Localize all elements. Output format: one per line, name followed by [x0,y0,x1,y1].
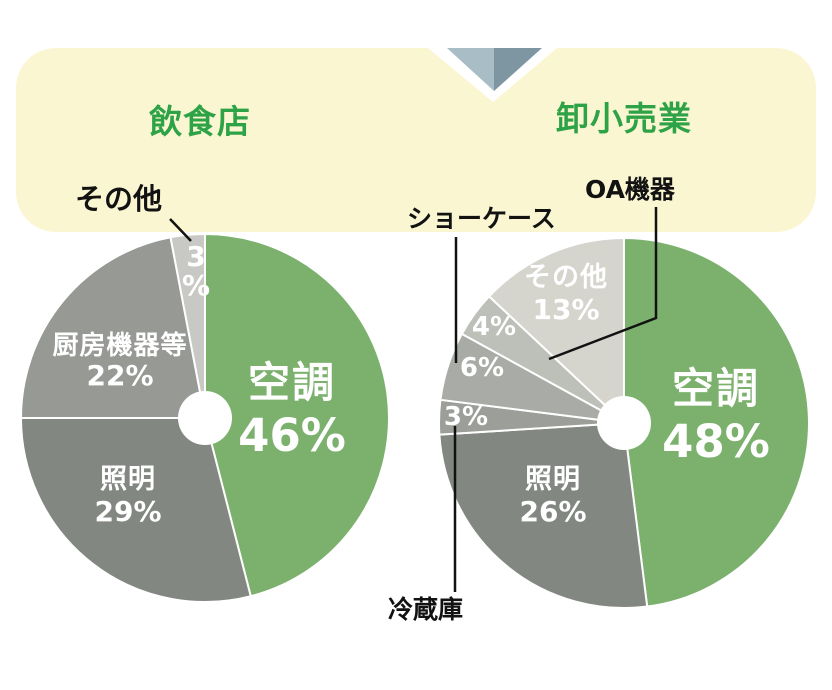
pie-wholesale-retail-group [438,237,810,609]
slice-label-restaurant-lighting-name: 照明 [100,464,156,495]
slice-label-retail-aircon-name: 空調 [671,364,760,413]
slice-label-retail-lighting-pct: 26% [519,495,587,528]
slice-label-retail-aircon-pct: 48% [662,415,770,468]
pie-wholesale-retail-slice-aircon [623,237,810,608]
pie-wholesale-retail-slice-other [488,237,625,424]
callout-label-restaurant-other: その他 [75,182,163,216]
banner-notch-shadow-left [447,48,494,91]
pie-restaurant-donut-hole [178,391,232,445]
pie-restaurant-group [20,233,391,603]
chart-title-restaurant: 飲食店 [149,102,251,141]
callout-label-retail-showcase: ショーケース [407,204,556,233]
pie-restaurant-slice-other [169,233,206,419]
slice-label-retail-other-name: その他 [524,262,608,293]
other-leader-line-left [169,218,192,242]
other-pct-sign: % [181,269,211,302]
oa-equipment-leader-line [548,207,658,361]
banner-background [16,48,816,232]
pie-restaurant-slice-kitchen-equipment [20,236,206,419]
slice-label-restaurant-kitchen-pct: 22% [86,359,154,392]
banner-notch-shadow-right [494,48,542,91]
slice-label-restaurant-aircon-name: 空調 [247,358,336,407]
slice-label-retail-other-pct: 13% [532,293,600,326]
pie-wholesale-retail-slice-lighting [438,422,649,609]
other-pct-digit: 3 [186,240,206,273]
callout-label-retail-refrigerator: 冷蔵庫 [388,595,464,624]
pie-restaurant-slice-lighting [20,417,252,603]
slice-label-retail-lighting-name: 照明 [525,464,581,495]
slice-label-restaurant-aircon-pct: 46% [238,409,346,462]
slice-label-restaurant-kitchen-name: 厨房機器等 [52,331,188,361]
chart-title-wholesale-retail: 卸小売業 [556,99,692,138]
pie-restaurant-slice-aircon [204,233,391,598]
pie-wholesale-retail-donut-hole [597,396,651,450]
slice-label-retail-showcase-pct: 6% [459,353,505,383]
slice-label-restaurant-other-pct: 3 % [177,242,215,300]
pie-charts-group [20,233,810,609]
slice-label-restaurant-lighting-pct: 29% [94,495,162,528]
callout-label-retail-oa-equipment: OA機器 [585,175,675,204]
slice-label-retail-refrigerator-pct: 3% [443,402,489,432]
slice-label-retail-oa-pct: 4% [471,312,517,342]
